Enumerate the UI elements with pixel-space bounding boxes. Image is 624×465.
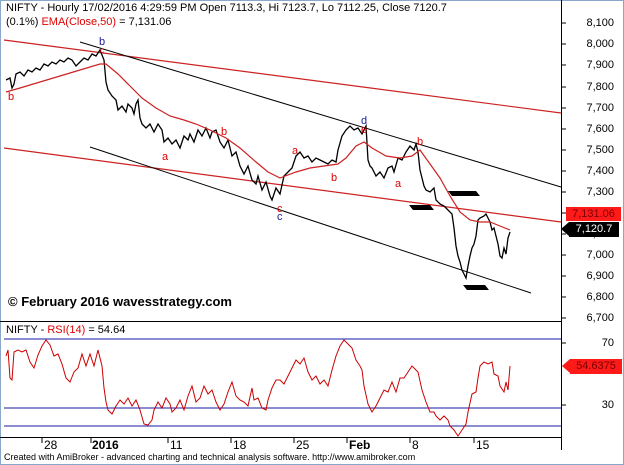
rsi-tick: 30 (601, 399, 614, 411)
rsi-header-prefix: NIFTY - (6, 324, 48, 336)
rsi-tick: 70 (601, 337, 614, 349)
wave-label: b (221, 126, 228, 138)
wave-label: b (99, 36, 106, 48)
footer-credit: Created with AmiBroker - advanced charti… (4, 452, 416, 462)
ema-header-label: EMA(Close,50) (41, 16, 117, 28)
wave-label: e (361, 124, 368, 136)
x-tick: 2016 (92, 438, 119, 452)
x-tick: 25 (296, 438, 310, 452)
wave-label: a (395, 178, 402, 190)
price-tick: 8,100 (586, 17, 614, 29)
price-tick: 7,900 (586, 59, 614, 71)
x-axis-ticks (41, 437, 475, 443)
rsi-header-label: RSI(14) (47, 324, 86, 336)
price-header: NIFTY - Hourly 17/02/2016 4:29:59 PM Ope… (6, 2, 447, 14)
ema-series (5, 63, 511, 231)
price-tick: 7,500 (586, 144, 614, 156)
rsi-badge-pointer (562, 359, 570, 373)
price-tick: 6,700 (586, 312, 614, 324)
x-tick: 28 (44, 438, 58, 452)
ema-header-prefix: (0.1%) (6, 16, 42, 28)
target-marker-lower (463, 285, 489, 290)
wave-label: c (277, 203, 283, 215)
price-tick: 7,700 (586, 102, 614, 114)
price-tick: 6,900 (586, 270, 614, 282)
price-tick: 7,600 (586, 123, 614, 135)
x-tick: Feb (349, 438, 371, 452)
wave-label: b (8, 91, 15, 103)
lower-black-trendline (89, 146, 532, 294)
wave-label: a (292, 145, 299, 157)
wave-label: c (277, 211, 283, 223)
wave-label: b (331, 172, 338, 184)
close-badge-pointer (561, 222, 569, 236)
wave-label: a (162, 151, 169, 163)
rsi-header-value: = 54.64 (85, 324, 126, 336)
price-tick: 7,400 (586, 165, 614, 177)
rsi-series (5, 339, 511, 437)
ema-header: (0.1%) EMA(Close,50) = 7,131.06 (6, 16, 171, 29)
ema-value-badge: 7,131.06 (566, 207, 621, 221)
price-series (5, 48, 511, 281)
x-tick: 15 (476, 438, 490, 452)
x-tick: 11 (170, 438, 183, 452)
price-tick: 7,000 (586, 249, 614, 261)
upper-black-trendline (79, 41, 562, 188)
wave-label: c (100, 46, 104, 55)
rsi-value-badge: 54.6375 (570, 359, 622, 374)
close-value-badge: 7,120.7 (569, 222, 619, 237)
price-tick: 7,800 (586, 81, 614, 93)
price-tick: 7,300 (586, 186, 614, 198)
x-tick: 18 (233, 438, 247, 452)
rsi-header: NIFTY - RSI(14) = 54.64 (6, 324, 125, 337)
upper-red-trendline (3, 39, 562, 114)
x-tick: 8 (412, 438, 419, 452)
price-tick: 8,000 (586, 38, 614, 50)
target-marker-mid (409, 205, 434, 210)
wave-label: d (361, 115, 368, 127)
wave-label: b (417, 136, 424, 148)
copyright-text: © February 2016 wavesstrategy.com (8, 294, 232, 309)
target-marker-upper (448, 191, 480, 196)
price-tick: 6,800 (586, 291, 614, 303)
ema-header-value: = 7,131.06 (116, 16, 172, 28)
